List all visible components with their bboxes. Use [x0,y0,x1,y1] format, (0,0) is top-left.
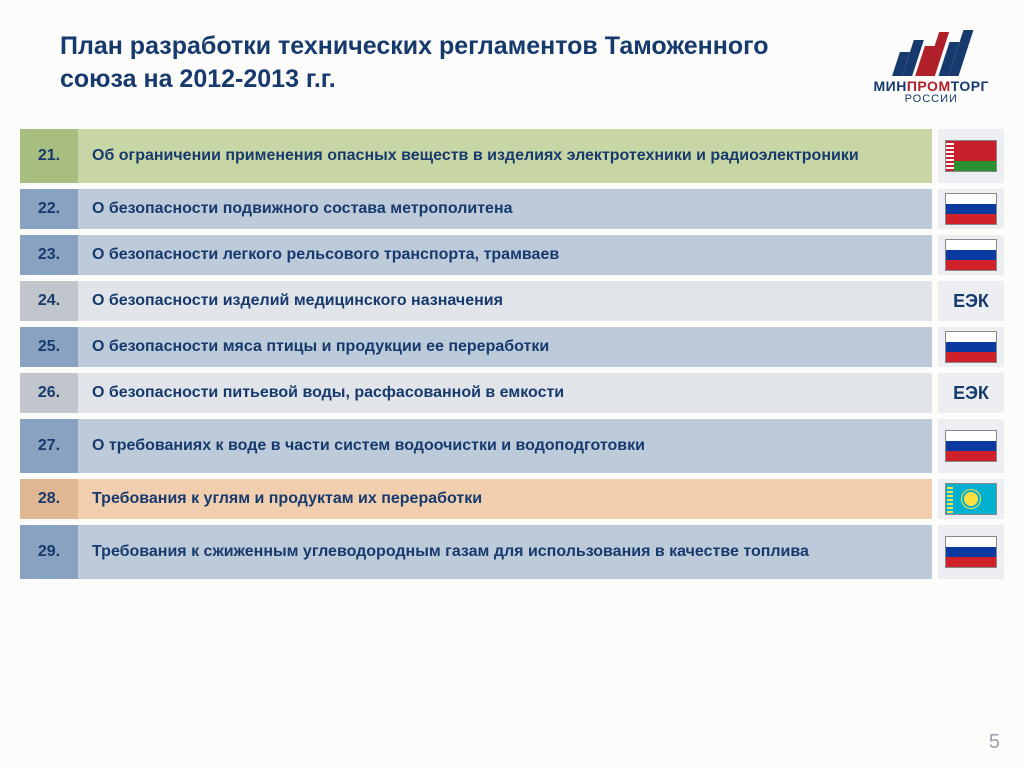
row-flag-cell [938,235,1004,275]
table-row: 27.О требованиях к воде в части систем в… [20,419,1004,473]
row-flag-cell [938,327,1004,367]
row-description: О безопасности питьевой воды, расфасован… [78,373,932,413]
row-description: Об ограничении применения опасных вещест… [78,129,932,183]
row-description: О безопасности изделий медицинского назн… [78,281,932,321]
logo-bars-icon [874,30,990,76]
table-row: 23.О безопасности легкого рельсового тра… [20,235,1004,275]
row-number: 26. [20,373,78,413]
row-number: 22. [20,189,78,229]
logo-text-primary: МИНПРОМТОРГ [874,78,990,94]
logo-part-min: МИН [874,78,907,94]
table-row: 29.Требования к сжиженным углеводородным… [20,525,1004,579]
regulations-table: 21.Об ограничении применения опасных вещ… [20,129,1004,579]
row-number: 23. [20,235,78,275]
table-row: 28.Требования к углям и продуктам их пер… [20,479,1004,519]
page-number: 5 [989,731,1000,754]
logo-part-prom: ПРОМ [907,78,951,94]
russia-flag-icon [945,536,997,568]
row-number: 24. [20,281,78,321]
row-description: О безопасности подвижного состава метроп… [78,189,932,229]
row-number: 21. [20,129,78,183]
eek-label: ЕЭК [953,383,989,404]
row-number: 28. [20,479,78,519]
russia-flag-icon [945,430,997,462]
row-number: 29. [20,525,78,579]
row-number: 25. [20,327,78,367]
row-flag-cell: ЕЭК [938,281,1004,321]
row-flag-cell [938,129,1004,183]
row-number: 27. [20,419,78,473]
table-row: 24.О безопасности изделий медицинского н… [20,281,1004,321]
row-description: Требования к сжиженным углеводородным га… [78,525,932,579]
table-row: 25.О безопасности мяса птицы и продукции… [20,327,1004,367]
logo-text-secondary: РОССИИ [874,93,990,105]
table-row: 22.О безопасности подвижного состава мет… [20,189,1004,229]
row-flag-cell: ЕЭК [938,373,1004,413]
row-description: О безопасности мяса птицы и продукции ее… [78,327,932,367]
row-description: О безопасности легкого рельсового трансп… [78,235,932,275]
belarus-flag-icon [945,140,997,172]
row-flag-cell [938,479,1004,519]
table-row: 26.О безопасности питьевой воды, расфасо… [20,373,1004,413]
logo: МИНПРОМТОРГ РОССИИ [874,30,990,105]
row-flag-cell [938,525,1004,579]
eek-label: ЕЭК [953,291,989,312]
russia-flag-icon [945,239,997,271]
row-description: О требованиях к воде в части систем водо… [78,419,932,473]
row-flag-cell [938,419,1004,473]
kazakhstan-flag-icon [945,483,997,515]
row-description: Требования к углям и продуктам их перера… [78,479,932,519]
russia-flag-icon [945,193,997,225]
russia-flag-icon [945,331,997,363]
page-title: План разработки технических регламентов … [60,30,874,95]
table-row: 21.Об ограничении применения опасных вещ… [20,129,1004,183]
logo-part-torg: ТОРГ [951,78,989,94]
row-flag-cell [938,189,1004,229]
